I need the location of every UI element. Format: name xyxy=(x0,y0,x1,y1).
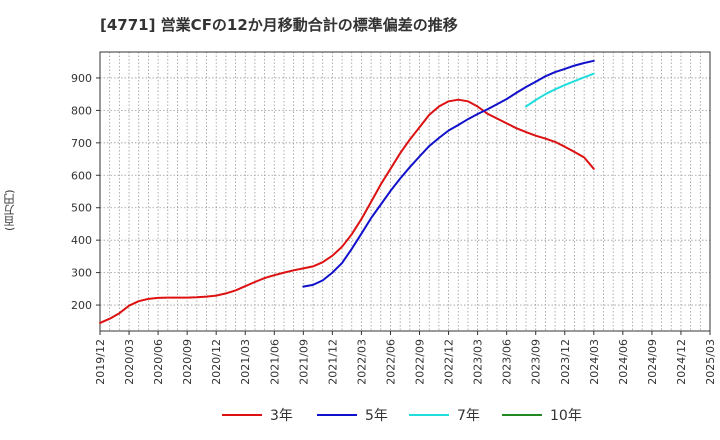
x-tick-label: 2021/09 xyxy=(297,339,310,385)
legend-item-3y: 3年 xyxy=(222,404,293,426)
legend-label-5y: 5年 xyxy=(365,408,388,424)
y-tick-label: 600 xyxy=(71,169,92,182)
series-line-1 xyxy=(302,59,595,288)
x-tick-label: 2020/12 xyxy=(210,339,223,385)
y-tick-label: 800 xyxy=(71,104,92,117)
y-tick-label: 700 xyxy=(71,137,92,150)
x-tick-label: 2021/03 xyxy=(239,339,252,385)
legend-swatch-3y xyxy=(222,414,262,416)
x-tick-label: 2022/03 xyxy=(355,339,368,385)
legend-item-7y: 7年 xyxy=(409,404,480,426)
y-tick-label: 300 xyxy=(71,267,92,280)
grid xyxy=(99,52,711,331)
x-tick-label: 2020/06 xyxy=(152,339,165,385)
x-tick-label: 2020/09 xyxy=(181,339,194,385)
x-tick-label: 2023/06 xyxy=(501,339,514,385)
x-tick-label: 2023/03 xyxy=(472,339,485,385)
x-tick-label: 2025/03 xyxy=(704,339,717,385)
x-tick-label: 2024/09 xyxy=(646,339,659,385)
line-chart: 200 300 400 500 600 700 800 900 2019/12 2020/03 20… xyxy=(71,51,717,385)
legend: 3年 5年 7年 10年 xyxy=(0,404,720,426)
legend-label-3y: 3年 xyxy=(270,408,293,424)
x-tick-label: 2022/09 xyxy=(414,339,427,385)
legend-item-10y: 10年 xyxy=(502,404,582,426)
series-lines xyxy=(99,59,595,324)
x-tick-label: 2024/12 xyxy=(675,339,688,385)
x-tick-label: 2021/06 xyxy=(268,339,281,385)
y-tick-label: 200 xyxy=(71,299,92,312)
y-tick-label: 400 xyxy=(71,234,92,247)
x-tick-label: 2022/12 xyxy=(443,339,456,385)
legend-label-7y: 7年 xyxy=(457,408,480,424)
legend-item-5y: 5年 xyxy=(317,404,388,426)
x-tick-label: 2024/06 xyxy=(617,339,630,385)
series-line-2 xyxy=(525,72,595,108)
legend-swatch-5y xyxy=(317,414,357,416)
legend-label-10y: 10年 xyxy=(550,408,582,424)
axes: 200 300 400 500 600 700 800 900 2019/12 2020/03 20… xyxy=(71,51,717,385)
x-tick-label: 2024/03 xyxy=(588,339,601,385)
x-tick-label: 2020/03 xyxy=(123,339,136,385)
legend-swatch-7y xyxy=(409,414,449,416)
y-tick-label: 900 xyxy=(71,72,92,85)
x-tick-label: 2021/12 xyxy=(326,339,339,385)
legend-swatch-10y xyxy=(502,414,542,416)
x-tick-label: 2022/06 xyxy=(384,339,397,385)
series-line-0 xyxy=(99,98,595,324)
y-tick-label: 500 xyxy=(71,202,92,215)
x-tick-label: 2023/09 xyxy=(530,339,543,385)
plot-frame xyxy=(99,51,711,332)
x-tick-label: 2023/12 xyxy=(559,339,572,385)
x-tick-label: 2019/12 xyxy=(94,339,107,385)
chart-title: [4771] 営業CFの12か月移動合計の標準偏差の推移 xyxy=(100,16,458,34)
